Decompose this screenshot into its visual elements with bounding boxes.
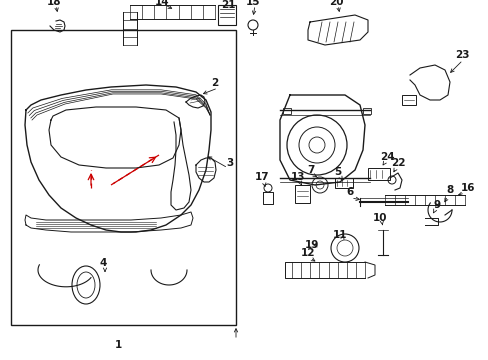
Text: 19: 19 (304, 240, 319, 250)
Text: 12: 12 (300, 248, 315, 258)
Text: 11: 11 (332, 230, 346, 240)
Text: 22: 22 (390, 158, 405, 168)
Text: 5: 5 (334, 167, 341, 177)
Text: 13: 13 (290, 172, 305, 182)
Bar (367, 168, 389, 180)
Text: 7: 7 (306, 165, 314, 175)
Text: 15: 15 (245, 0, 260, 7)
Bar (11, 30, 236, 325)
Text: 18: 18 (47, 0, 61, 7)
Text: 23: 23 (454, 50, 468, 60)
Bar (401, 95, 415, 105)
Bar (362, 108, 370, 114)
Text: 6: 6 (346, 187, 353, 197)
Text: 21: 21 (220, 0, 235, 10)
Bar (218, 5, 236, 25)
Text: 2: 2 (211, 78, 218, 88)
Text: 3: 3 (226, 158, 233, 168)
Text: 4: 4 (99, 258, 106, 268)
Bar (283, 108, 290, 114)
Text: 9: 9 (432, 200, 440, 210)
Text: 1: 1 (114, 340, 122, 350)
Text: 10: 10 (372, 213, 386, 223)
Bar (334, 178, 352, 188)
Bar (294, 185, 309, 203)
Text: 20: 20 (328, 0, 343, 7)
Text: 16: 16 (460, 183, 474, 193)
Text: 14: 14 (154, 0, 169, 7)
Text: 17: 17 (254, 172, 269, 182)
Text: 8: 8 (446, 185, 453, 195)
Text: 24: 24 (379, 152, 393, 162)
